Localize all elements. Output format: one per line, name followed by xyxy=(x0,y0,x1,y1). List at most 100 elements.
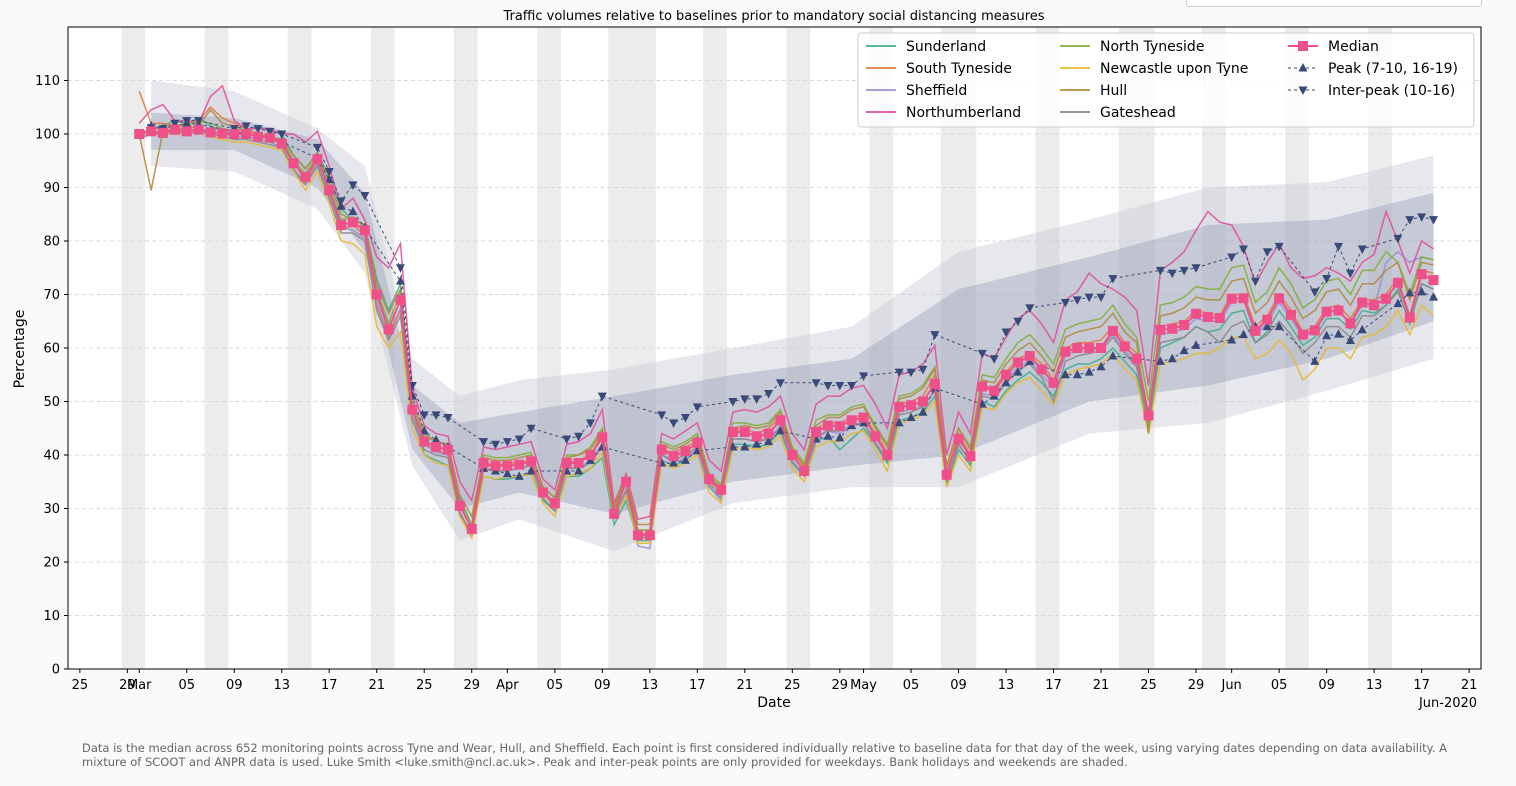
median-marker xyxy=(1226,293,1237,304)
median-marker xyxy=(241,129,252,139)
median-marker xyxy=(870,431,881,442)
interpeak-marker xyxy=(574,432,584,442)
median-marker xyxy=(1143,410,1154,421)
interpeak-marker xyxy=(1191,264,1201,273)
interpeak-marker xyxy=(1405,216,1415,225)
median-marker xyxy=(668,451,679,462)
x-tick-label: 25 xyxy=(784,678,801,693)
peak-marker xyxy=(752,439,762,448)
peak-marker xyxy=(1179,345,1189,355)
interpeak-marker xyxy=(692,403,702,412)
interpeak-marker xyxy=(597,392,607,402)
median-marker xyxy=(1392,277,1403,288)
interpeak-marker xyxy=(977,349,987,359)
x-tick-label: 21 xyxy=(1461,678,1478,693)
interpeak-marker xyxy=(1025,304,1035,313)
peak-marker xyxy=(1262,321,1272,331)
interpeak-marker xyxy=(562,435,572,444)
interpeak-marker xyxy=(906,368,916,378)
legend-label: North Tyneside xyxy=(1100,39,1204,55)
peak-marker xyxy=(526,466,536,475)
median-marker xyxy=(1357,297,1368,308)
x-tick-label: 13 xyxy=(642,678,659,693)
x-tick-label: 13 xyxy=(273,678,290,693)
legend-label: Hull xyxy=(1100,83,1127,99)
x-tick-label: 05 xyxy=(178,678,195,693)
y-tick-label: 110 xyxy=(35,74,60,89)
median-marker xyxy=(609,508,620,519)
median-marker xyxy=(953,433,964,444)
interpeak-marker xyxy=(360,192,370,201)
peak-marker xyxy=(431,435,441,444)
y-tick-label: 90 xyxy=(43,181,60,196)
median-marker xyxy=(217,128,228,139)
shaded-day xyxy=(465,27,478,669)
shaded-day xyxy=(537,27,549,669)
x-tick-label: 21 xyxy=(737,678,754,693)
legend-label: Gateshead xyxy=(1100,105,1176,121)
interpeak-marker xyxy=(1013,317,1023,327)
median-marker xyxy=(490,460,501,471)
interpeak-marker xyxy=(740,395,750,404)
median-marker xyxy=(977,381,988,392)
x-tick-label: 09 xyxy=(226,678,243,693)
median-marker xyxy=(917,396,928,407)
median-marker xyxy=(1428,275,1439,286)
interpeak-marker xyxy=(775,379,785,388)
median-marker xyxy=(157,127,168,138)
peak-marker xyxy=(728,441,738,451)
chart-title: Traffic volumes relative to baselines pr… xyxy=(502,9,1044,24)
peak-marker xyxy=(1060,369,1070,379)
peak-marker xyxy=(1393,298,1403,308)
interpeak-marker xyxy=(502,438,512,447)
interpeak-marker xyxy=(1417,213,1427,222)
y-tick-label: 60 xyxy=(43,342,60,357)
interpeak-marker xyxy=(1345,269,1355,279)
legend-label: Northumberland xyxy=(906,105,1021,121)
median-marker xyxy=(549,498,560,509)
median-marker xyxy=(193,124,204,135)
median-marker xyxy=(834,421,845,432)
peak-marker xyxy=(1274,321,1284,331)
footnote: Data is the median across 652 monitoring… xyxy=(82,741,1448,769)
peak-marker xyxy=(764,436,774,446)
interpeak-marker xyxy=(894,368,904,378)
median-marker xyxy=(1250,325,1261,336)
median-marker xyxy=(146,126,157,137)
peak-marker xyxy=(514,471,524,480)
median-marker xyxy=(407,404,418,415)
x-tick-label: 05 xyxy=(903,678,920,693)
median-marker xyxy=(466,523,477,534)
y-tick-label: 50 xyxy=(43,395,60,410)
x-tick-label: 29 xyxy=(1188,678,1205,693)
peak-marker xyxy=(823,431,833,440)
legend-label: Sunderland xyxy=(906,39,986,55)
peak-marker xyxy=(502,468,512,478)
peak-marker xyxy=(1084,367,1094,376)
interpeak-marker xyxy=(312,143,322,153)
legend-box xyxy=(857,32,1475,128)
median-marker xyxy=(1036,364,1047,375)
interpeak-marker xyxy=(1262,248,1272,257)
interpeak-marker xyxy=(526,424,536,434)
median-marker xyxy=(1286,309,1297,320)
median-marker xyxy=(383,324,394,335)
median-marker xyxy=(1345,318,1356,329)
peak-marker xyxy=(1096,361,1106,371)
peak-marker xyxy=(1310,356,1320,365)
peak-marker xyxy=(1357,324,1367,334)
median-marker xyxy=(704,474,715,485)
median-marker xyxy=(894,401,905,412)
median-marker xyxy=(929,378,940,389)
median-marker xyxy=(288,158,299,169)
median-marker xyxy=(763,428,774,439)
x-tick-label: 05 xyxy=(547,678,564,693)
median-marker xyxy=(680,446,691,457)
median-marker xyxy=(359,225,370,236)
interpeak-marker xyxy=(752,395,762,404)
median-marker xyxy=(1119,341,1130,352)
interpeak-marker xyxy=(1334,242,1344,252)
peak-marker xyxy=(918,407,928,416)
median-marker xyxy=(1191,308,1202,319)
